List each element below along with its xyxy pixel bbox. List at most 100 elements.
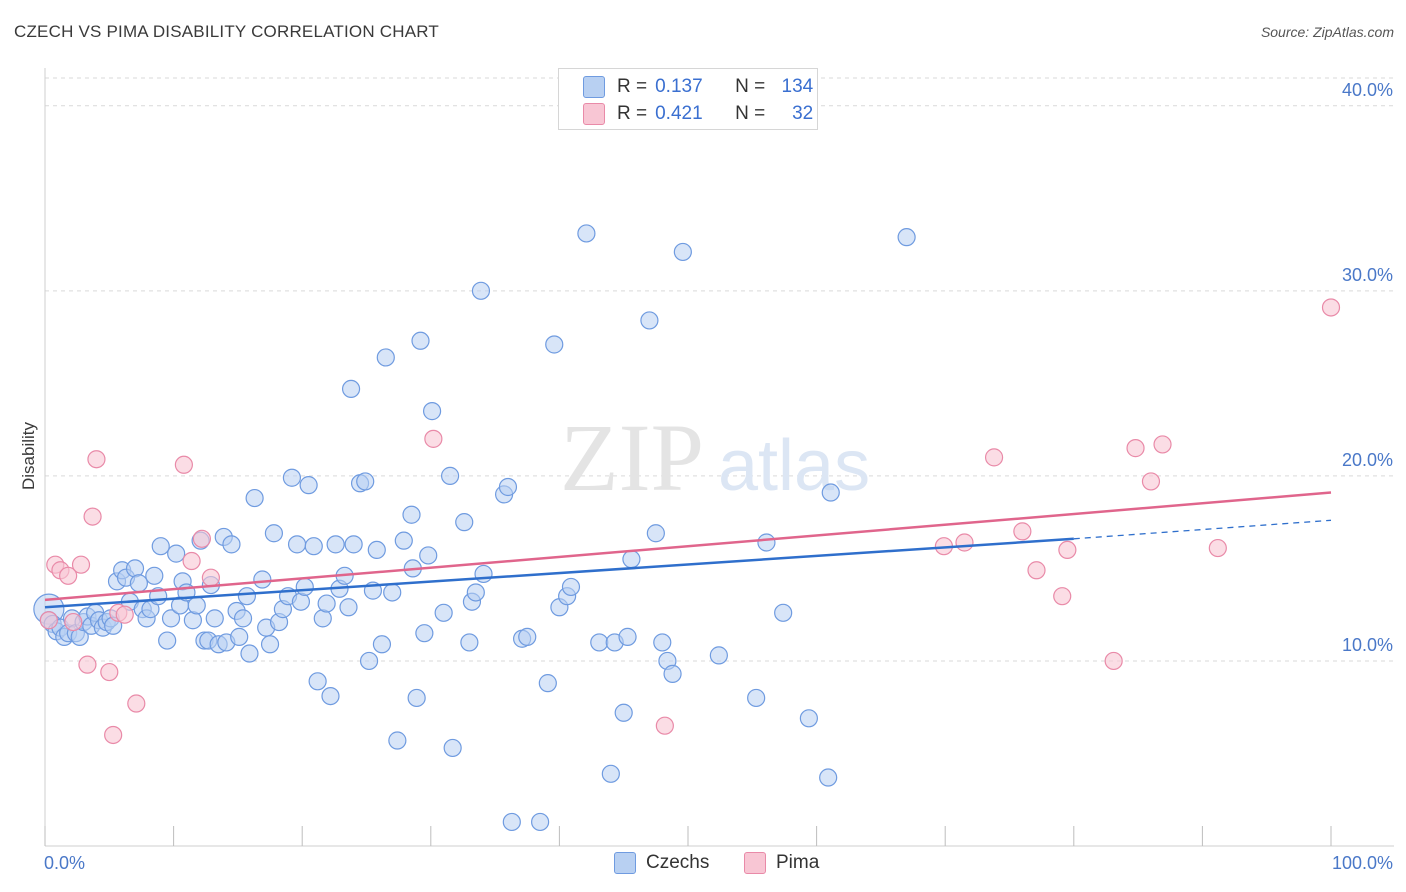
czechs-point: [264, 524, 284, 543]
pima-legend-label: Pima: [776, 852, 820, 873]
czechs-point: [376, 348, 395, 367]
pima-point: [424, 429, 443, 448]
czechs-point: [233, 609, 253, 628]
czechs-n-label: N =: [735, 76, 766, 97]
czechs-point: [646, 524, 665, 543]
czechs-point: [434, 603, 453, 622]
czechs-point: [304, 537, 323, 556]
pima-n-value: 32: [792, 103, 814, 124]
pima-trend-line: [44, 491, 1332, 602]
legend: R = 0.137 N = 134 R = 0.421 N = 32: [558, 68, 818, 130]
pima-point: [174, 455, 193, 474]
czechs-point: [440, 466, 460, 485]
czechs-point: [474, 564, 493, 584]
pima-point: [984, 448, 1004, 467]
pima-legend-swatch: [744, 852, 766, 874]
czechs-point: [237, 587, 257, 606]
czechs-point: [673, 242, 692, 262]
axes: [44, 68, 1394, 847]
czechs-point: [774, 603, 793, 622]
pima-point: [1321, 298, 1341, 317]
czechs-point: [161, 609, 181, 628]
czechs-point: [282, 468, 302, 487]
czechs-point: [518, 627, 537, 646]
czechs-legend-label: Czechs: [646, 852, 710, 873]
chart-title: CZECH VS PIMA DISABILITY CORRELATION CHA…: [14, 22, 439, 41]
czechs-point: [145, 566, 164, 585]
pima-swatch: [583, 103, 605, 125]
pima-point: [78, 655, 97, 674]
pima-point: [100, 662, 119, 682]
czechs-trend-extension: [1073, 519, 1332, 540]
czechs-point: [601, 764, 620, 783]
czechs-point: [253, 570, 272, 589]
pima-point: [1013, 522, 1032, 541]
czechs-point: [757, 533, 776, 552]
czechs-point: [897, 228, 916, 247]
czechs-point: [151, 537, 170, 556]
bottom-legend-pima: Pima: [744, 852, 819, 874]
czechs-point: [709, 646, 728, 665]
czechs-point: [260, 635, 280, 654]
czechs-point: [287, 535, 307, 554]
pima-point: [1104, 651, 1123, 671]
czechs-point: [222, 535, 241, 554]
czechs-point: [622, 550, 641, 569]
czechs-point: [356, 472, 375, 491]
czechs-r-label: R =: [617, 76, 648, 97]
czechs-point: [422, 402, 442, 421]
czechs-point: [187, 596, 206, 615]
pima-point: [115, 605, 134, 624]
czechs-point: [538, 674, 557, 693]
czechs-point: [819, 768, 838, 787]
czechs-point: [299, 476, 318, 495]
pima-point: [64, 612, 83, 632]
pima-point: [83, 507, 102, 526]
pima-point: [59, 566, 78, 585]
y-tick-label: 40.0%: [1342, 80, 1393, 100]
y-tick-label: 10.0%: [1342, 635, 1393, 655]
czechs-point: [240, 644, 259, 663]
pima-point: [201, 568, 220, 587]
czechs-point: [158, 631, 177, 650]
czechs-point: [326, 535, 345, 554]
pima-n-label: N =: [735, 103, 766, 124]
czechs-point: [747, 688, 766, 708]
pima-point: [192, 529, 211, 548]
czechs-trend-line: [44, 537, 1074, 609]
czechs-swatch: [583, 76, 605, 98]
czechs-point: [367, 540, 386, 560]
czechs-point: [577, 224, 596, 243]
y-tick-label: 20.0%: [1342, 450, 1393, 470]
czechs-point: [663, 664, 682, 683]
czechs-point: [419, 546, 438, 565]
czechs-point: [653, 633, 672, 652]
czechs-point: [471, 281, 491, 300]
tick-labels: 10.0% 20.0% 30.0% 40.0% 0.0% 100.0%: [44, 80, 1393, 873]
czechs-point: [321, 687, 340, 706]
czechs-point: [466, 583, 485, 602]
pima-point: [104, 725, 123, 745]
pima-r-label: R =: [617, 103, 648, 124]
pima-point: [655, 716, 674, 735]
czechs-n-value: 134: [781, 76, 814, 97]
pima-point: [1126, 439, 1145, 458]
czechs-r-value: 0.137: [655, 76, 703, 97]
legend-row-pima: R = 0.421 N = 32: [559, 101, 813, 127]
czechs-point: [590, 633, 609, 652]
czechs-point: [372, 635, 392, 654]
czechs-points: [33, 224, 916, 832]
czechs-point: [339, 598, 358, 617]
czechs-point: [205, 609, 224, 628]
czechs-point: [502, 812, 521, 832]
pima-point: [1153, 435, 1172, 454]
bottom-legend-czechs: Czechs: [614, 852, 709, 874]
pima-point: [1053, 587, 1072, 606]
watermark: ZIP atlas: [560, 404, 870, 511]
pima-point: [1141, 472, 1161, 491]
czechs-point: [640, 311, 659, 330]
czechs-point: [295, 577, 314, 597]
pima-point: [955, 533, 974, 552]
pima-point: [87, 450, 106, 469]
